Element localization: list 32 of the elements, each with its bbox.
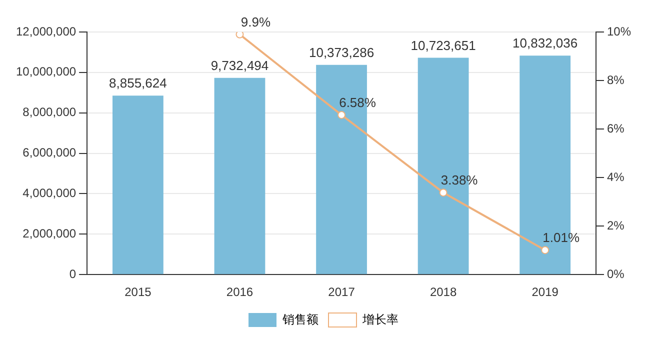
data-label: 9,732,494 — [210, 58, 269, 73]
bar — [214, 78, 266, 274]
point — [439, 188, 448, 197]
y-tick-label: 2,000,000 — [22, 226, 76, 240]
y2-tick-label: 6% — [606, 121, 625, 136]
y2-tick-label: 8% — [606, 72, 625, 87]
data-label: 8,855,624 — [109, 76, 167, 91]
data-label: 9.9% — [240, 14, 271, 30]
y2-tick-label: 4% — [606, 170, 625, 184]
y-tick-label: 6,000,000 — [22, 146, 76, 160]
bar — [112, 96, 164, 274]
x-tick-label: 2015 — [124, 285, 152, 300]
point — [541, 246, 550, 254]
y-tick-label: 4,000,000 — [22, 186, 76, 200]
data-label: 10,832,036 — [512, 36, 578, 51]
y-tick-label: 12,000,000 — [16, 24, 76, 38]
y-tick-label: 0 — [69, 266, 76, 281]
legend-label: 销售额 — [282, 312, 318, 326]
point — [236, 32, 244, 38]
y2-tick-label: 10% — [606, 24, 632, 38]
point — [338, 110, 346, 119]
y-tick-label: 10,000,000 — [16, 64, 76, 79]
y-tick-label: 8,000,000 — [22, 105, 76, 120]
data-label: 10,723,651 — [410, 38, 476, 53]
y2-tick-label: 0% — [606, 266, 625, 281]
y2-tick-label: 2% — [606, 218, 625, 232]
x-tick-label: 2016 — [226, 285, 254, 300]
x-tick-label: 2019 — [532, 285, 559, 300]
x-tick-label: 2018 — [430, 285, 457, 300]
data-label: 10,373,286 — [308, 44, 374, 60]
legend-label: 增长率 — [362, 312, 398, 326]
x-tick-label: 2017 — [328, 285, 356, 300]
